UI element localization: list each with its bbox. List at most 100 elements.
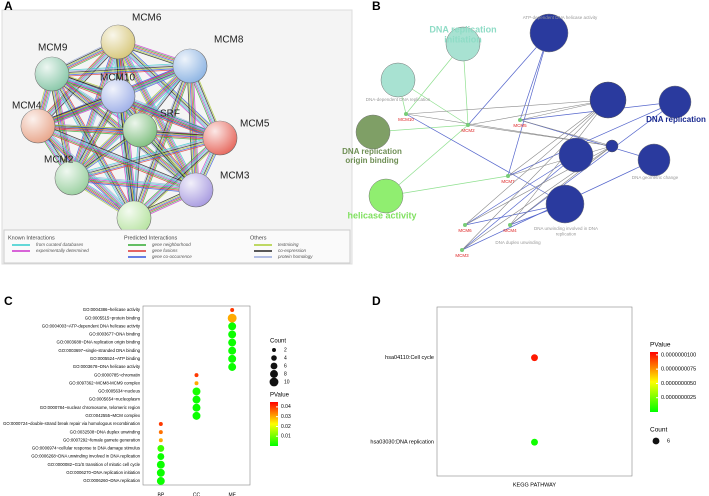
network-edge: [117, 96, 196, 191]
node-shine: [101, 25, 135, 59]
network-edge: [54, 72, 137, 217]
term-label: origin binding: [345, 156, 398, 165]
network-edge: [118, 93, 221, 137]
dot: [192, 387, 201, 396]
color-tick-label: 0.02: [281, 424, 291, 430]
legend-title: Predicted Interactions: [124, 235, 177, 241]
y-tick-label: GO:0003697~single-stranded DNA binding: [58, 348, 140, 353]
color-tick-label: 0.04: [281, 404, 291, 410]
network-edge: [133, 137, 220, 218]
size-key: [269, 377, 279, 387]
y-tick-label: GO:0005524~ATP binding: [90, 356, 141, 361]
y-tick-label: GO:0007292~female gamete generation: [63, 437, 141, 442]
y-tick-label: GO:0003678~DNA helicase activity: [73, 364, 141, 369]
size-key-label: 6: [667, 438, 670, 444]
network-edge: [134, 138, 221, 219]
network-edge: [118, 95, 135, 218]
y-tick-label: GO:0003688~DNA replication origin bindin…: [57, 340, 141, 345]
network-edge: [519, 119, 613, 147]
dot: [230, 308, 235, 312]
dot: [531, 438, 538, 446]
node-label: MCM9: [38, 43, 68, 54]
legend-item: co-expression: [278, 248, 307, 253]
node-label: MCM2: [44, 155, 74, 166]
legend-item: gene fusions: [152, 248, 178, 253]
term-label: ATP-dependent DNA helicase activity: [523, 15, 598, 20]
x-tick-label: MF: [229, 492, 236, 496]
dot: [228, 338, 237, 347]
term-label: initiation: [444, 34, 482, 44]
size-key: [272, 348, 276, 352]
color-tick-label: 0.01: [281, 434, 291, 440]
dot: [156, 477, 165, 485]
term-label: DNA duplex unwinding: [495, 240, 541, 245]
y-tick-label: GO:0042555~MCM complex: [85, 413, 140, 418]
dot: [157, 444, 165, 452]
dot: [531, 354, 538, 362]
y-tick-label: GO:0000724~double-strand break repair vi…: [3, 421, 141, 426]
size-key-label: 2: [284, 347, 287, 353]
size-key-label: 4: [284, 355, 287, 361]
dot: [227, 313, 237, 323]
color-tick-label: 0.0000000050: [661, 381, 696, 387]
size-key: [271, 355, 277, 361]
network-edge: [38, 122, 198, 188]
node-shine: [203, 121, 237, 155]
network-edge: [115, 97, 194, 193]
size-key: [652, 437, 660, 445]
gene-node: [506, 174, 510, 178]
panel-label: B: [372, 0, 381, 13]
network-edge: [118, 92, 222, 136]
legend-item: textmining: [278, 242, 299, 247]
network-edge: [117, 96, 134, 219]
gene-label: MCM10: [398, 117, 414, 122]
dot: [158, 438, 163, 443]
term-label: DNA replication: [646, 115, 706, 124]
color-bar: [270, 402, 278, 446]
network-edge: [134, 66, 191, 219]
network-edge: [117, 96, 220, 139]
dot: [192, 395, 201, 404]
network-edge: [51, 62, 190, 72]
network-edge: [72, 139, 221, 181]
x-tick-label: CC: [193, 492, 201, 496]
color-tick-label: 0.0000000025: [661, 395, 696, 401]
network-edge: [71, 137, 220, 178]
dot: [156, 460, 165, 469]
node-label: MCM3: [220, 171, 250, 182]
network-edge: [50, 76, 220, 142]
network-edge: [35, 39, 117, 125]
network-edge: [133, 65, 190, 218]
y-tick-label: GO:0006974~cellular response to DNA dama…: [32, 446, 140, 451]
network-edge: [507, 32, 550, 177]
network-edge: [131, 135, 219, 217]
color-tick-label: 0.0000000100: [661, 352, 696, 358]
node-shine: [35, 57, 69, 91]
y-tick-label: GO:0006270~DNA replication initiation: [66, 470, 140, 475]
node-shine: [117, 201, 151, 235]
node-shine: [179, 173, 213, 207]
network-edge: [519, 119, 655, 161]
legend-item: gene neighborhood: [152, 242, 191, 247]
network-edge: [49, 74, 71, 179]
y-tick-label: GO:0003677~DNA binding: [89, 332, 141, 337]
network-edge: [115, 96, 133, 219]
gene-node: [404, 112, 408, 116]
network-edge: [509, 99, 609, 226]
term-label: DNA geometric change: [632, 175, 679, 180]
node-label: MCM10: [100, 73, 135, 84]
x-tick-label: BP: [157, 492, 164, 496]
term-node: [605, 139, 619, 153]
network-edge: [38, 125, 197, 190]
node-label: MCM8: [214, 35, 244, 46]
term-label: DNA replication: [342, 147, 402, 156]
y-tick-label: GO:0005634~nucleus: [98, 389, 140, 394]
node-label: SRF: [160, 109, 180, 120]
gene-label: MCM3: [455, 253, 469, 258]
term-node: [637, 143, 671, 177]
node-shine: [173, 49, 207, 83]
node-label: MCM5: [240, 119, 270, 130]
term-label: DNA unwinding involved in DNA: [534, 226, 598, 231]
network-edge: [72, 140, 221, 182]
